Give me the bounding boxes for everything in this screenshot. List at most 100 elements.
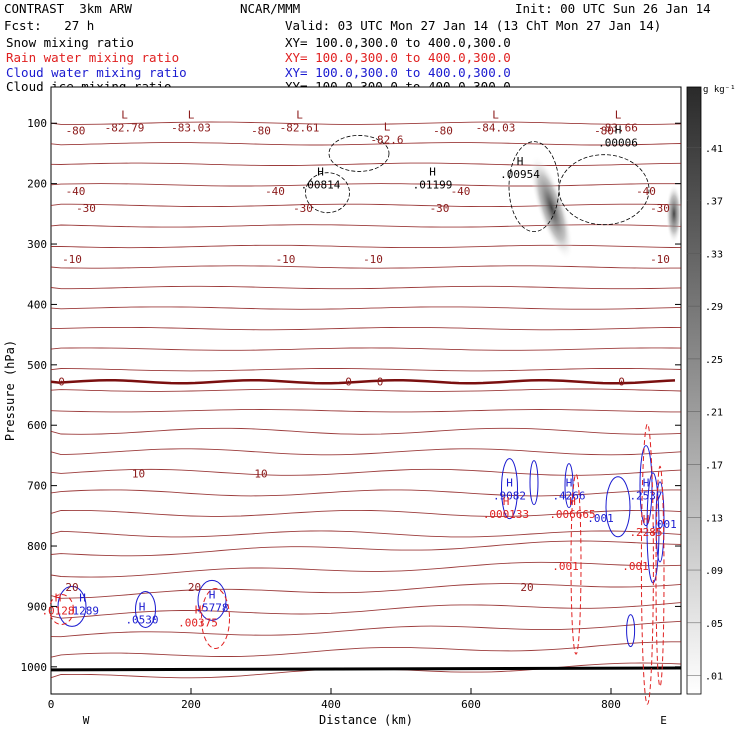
forecast-hour: Fcst: 27 h xyxy=(4,18,95,33)
extremum-value: .006665 xyxy=(549,508,595,521)
isotherm-line xyxy=(50,306,682,310)
isotherm-line xyxy=(50,285,682,290)
init-time: Init: 00 UTC Sun 26 Jan 14 xyxy=(515,1,711,16)
valid-time: Valid: 03 UTC Mon 27 Jan 14 (13 ChT Mon … xyxy=(285,18,662,33)
isotherm-label: -10 xyxy=(363,253,383,266)
high-marker: H xyxy=(643,477,650,490)
field-rain-xy: XY= 100.0,300.0 to 400.0,300.0 xyxy=(285,50,511,65)
cloud-water-contour xyxy=(197,579,227,621)
rain-contour xyxy=(655,465,665,687)
isotherm-label: -40 xyxy=(66,185,86,198)
isotherm-label: -30 xyxy=(293,202,313,215)
colorbar-level-label: .13 xyxy=(705,513,723,524)
cloud-water-contour xyxy=(57,585,87,627)
isotherm-label: -10 xyxy=(276,253,296,266)
extremum-value: -83.66 xyxy=(598,121,638,134)
cloud-ice-contour xyxy=(558,154,650,226)
colorbar-level-label: .25 xyxy=(705,355,723,366)
isotherm-label: -40 xyxy=(636,185,656,198)
isotherm-label: -80 xyxy=(433,124,453,137)
y-tick-label: 300 xyxy=(27,238,47,251)
isotherm-label: 20 xyxy=(188,581,201,594)
extremum-value: .00954 xyxy=(500,168,540,181)
extremum-value: .00375 xyxy=(178,617,218,630)
high-marker: H xyxy=(209,588,216,601)
isotherm-line xyxy=(50,347,682,351)
high-marker: H xyxy=(139,601,146,614)
cloud-water-contour xyxy=(605,476,631,538)
isotherm-label: -40 xyxy=(451,185,471,198)
extremum-value: .0530 xyxy=(125,614,158,627)
isotherm-line xyxy=(50,641,681,658)
isotherm-line xyxy=(50,583,682,599)
extremum-value: -82.79 xyxy=(105,121,145,134)
isotherm-label: 20 xyxy=(520,581,533,594)
isotherm-line xyxy=(50,224,682,228)
isotherm-label: -40 xyxy=(265,185,285,198)
isotherm-line xyxy=(50,388,682,392)
extremum-value: -84.03 xyxy=(476,121,516,134)
cloud-water-contour xyxy=(626,614,636,648)
isotherm-line xyxy=(50,162,682,166)
field-cloudwater-xy: XY= 100.0,300.0 to 400.0,300.0 xyxy=(285,65,511,80)
high-marker: H xyxy=(317,166,324,179)
extremum-value: .1289 xyxy=(66,604,99,617)
isotherm-line xyxy=(50,183,681,187)
isotherm-line xyxy=(50,121,682,125)
isotherm-line xyxy=(50,368,682,372)
low-marker: L xyxy=(615,108,622,121)
high-marker: H xyxy=(503,495,510,508)
colorbar-unit: g kg⁻¹ xyxy=(703,85,736,95)
zero-isotherm xyxy=(50,378,676,385)
y-tick-label: 700 xyxy=(27,480,47,493)
cloud-water-contour-label: .001 xyxy=(587,512,614,525)
colorbar-level-label: .09 xyxy=(705,566,723,577)
extremum-value: .00814 xyxy=(301,179,341,192)
low-marker: L xyxy=(384,120,391,133)
low-marker: L xyxy=(492,108,499,121)
west-label: W xyxy=(83,714,90,727)
high-marker: H xyxy=(615,123,622,136)
x-tick-label: 600 xyxy=(461,698,481,711)
y-tick-label: 1000 xyxy=(21,661,48,674)
x-tick-label: 0 xyxy=(48,698,55,711)
low-marker: L xyxy=(121,108,128,121)
high-marker: H xyxy=(517,155,524,168)
isotherm-line xyxy=(50,142,682,146)
high-marker: H xyxy=(643,513,650,526)
colorbar: .01 .05 .09 .13 .17 .21 .25 .29 .33 .37 .41 g kg⁻¹ xyxy=(686,85,736,695)
isotherm-label: 0 xyxy=(377,376,384,389)
isotherm-line xyxy=(50,561,682,578)
rain-contour-label: .001 xyxy=(552,560,579,573)
field-snow-xy: XY= 100.0,300.0 to 400.0,300.0 xyxy=(285,35,511,50)
cloud-water-contour xyxy=(655,481,665,563)
isotherm-label: -80 xyxy=(251,124,271,137)
rain-contour xyxy=(640,423,654,705)
isotherm-line xyxy=(50,489,681,497)
x-axis-title: Distance (km) xyxy=(319,713,413,727)
isotherm-label: -30 xyxy=(430,202,450,215)
low-marker: L xyxy=(188,108,195,121)
y-axis-title: Pressure (hPa) xyxy=(3,340,17,441)
cloud-ice-contour xyxy=(305,172,350,214)
east-label: E xyxy=(660,714,667,727)
cloud-water-contour xyxy=(564,463,574,509)
field-cloudwater-name: Cloud water mixing ratio xyxy=(6,65,187,80)
isotherm-line xyxy=(50,265,681,269)
isotherm-line xyxy=(50,509,682,517)
isotherm-line xyxy=(50,326,682,331)
isotherm-label: -80 xyxy=(594,124,614,137)
high-marker: H xyxy=(566,477,573,490)
isotherm-line xyxy=(50,409,681,413)
y-tick-label: 200 xyxy=(27,178,47,191)
cloud-water-contour xyxy=(529,460,539,506)
isotherm-line xyxy=(50,448,682,456)
high-marker: H xyxy=(55,591,62,604)
isotherm-line xyxy=(50,468,682,476)
cloud-water-contour xyxy=(501,458,518,520)
x-tick-label: 400 xyxy=(321,698,341,711)
field-rain-name: Rain water mixing ratio xyxy=(6,50,180,65)
extremum-value: .9082 xyxy=(493,490,526,503)
extremum-value: .4266 xyxy=(552,490,585,503)
